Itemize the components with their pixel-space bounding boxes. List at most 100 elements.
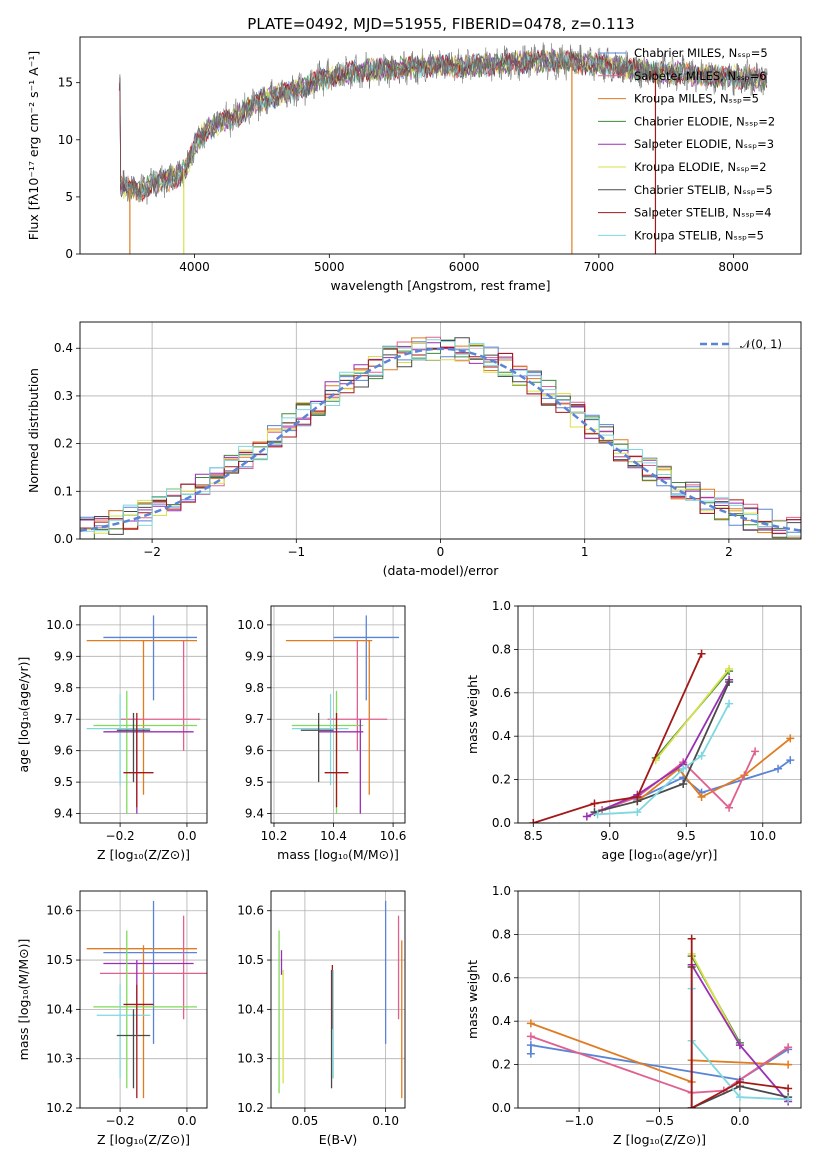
weight-marker [735,1093,744,1102]
x-tick-label: 10.0 [749,829,776,843]
observed-spectrum [118,42,768,205]
weight-marker [582,812,591,821]
mass_vs_ebv-plot-area [278,900,403,1099]
y-tick-label: 0.0 [492,1101,511,1115]
weight-line-salpeter_stelib [690,938,789,1108]
y-tick-label: 15 [58,76,73,90]
normal-curve [80,347,801,532]
legend-entry: Chabrier MILES, Nₛₛₚ=5 [634,46,768,60]
residuals-plot-area [80,336,801,539]
y-tick-label: 0.2 [54,437,73,451]
y-tick-label: 10.0 [237,618,264,632]
weight-line-chabrier_stelib [594,681,730,813]
weight-marker [735,1077,744,1086]
y-axis-label: age [log₁₀(age/yr)] [16,657,31,773]
y-axis-label: Flux [fλ10⁻¹⁷ erg cm⁻² s⁻¹ A⁻¹] [26,51,41,240]
y-tick-label: 10.0 [46,618,73,632]
weight-marker [590,799,599,808]
x-axis-label: age [log₁₀(age/yr)] [602,847,718,862]
weight-marker [687,1104,696,1108]
weight_vs_age-plot-area [529,649,795,823]
y-tick-label: 10.2 [46,1101,73,1115]
weight-marker [786,756,795,765]
weight-marker [751,747,760,756]
weight-marker [526,1049,535,1058]
x-tick-label: 0.0 [177,1114,196,1128]
y-tick-label: 0.6 [492,686,511,700]
weight-line-kroupa_elodie [654,668,730,761]
y-tick-label: 9.5 [54,775,73,789]
y-tick-label: 0.3 [54,389,73,403]
x-tick-label: 9.0 [600,829,619,843]
x-tick-label: 10.2 [261,829,288,843]
weight-line-salpeter_stelib [533,653,703,823]
x-tick-label: 8000 [718,260,749,274]
legend-entry: Chabrier ELODIE, Nₛₛₚ=2 [634,114,775,128]
legend-entry: Kroupa STELIB, Nₛₛₚ=5 [634,228,764,242]
weight-line-kroupa_stelib [597,703,730,816]
x-tick-label: 0 [437,545,445,559]
x-axis-label: Z [log₁₀(Z/Z⊙)] [97,847,190,862]
x-tick-label: −1.0 [565,1114,594,1128]
mass_vs_Z-panel: −0.2 0.0 10.2 10.3 10.4 10.5 10.6 Z [log₁₀(Z/Z⊙… [16,890,208,1147]
y-tick-label: 0.2 [492,773,511,787]
x-axis-label: E(B-V) [319,1132,358,1147]
legend-entry: Salpeter ELODIE, Nₛₛₚ=3 [634,137,774,151]
weight-marker [593,810,602,819]
figure-title: PLATE=0492, MJD=51955, FIBERID=0478, z=0… [247,15,634,33]
x-tick-label: 8.5 [524,829,543,843]
y-tick-label: 0.2 [492,1058,511,1072]
x-tick-label: 7000 [584,260,615,274]
mass_vs_Z-plot-area [86,900,207,1099]
plot-frame [270,605,406,824]
x-tick-label: 0.10 [372,1114,399,1128]
y-tick-label: 9.7 [54,712,73,726]
weight-marker [633,792,642,801]
y-tick-label: 9.8 [54,681,73,695]
x-tick-label: 1 [581,545,589,559]
y-tick-label: 9.9 [54,649,73,663]
weight-marker [725,699,734,708]
x-tick-label: 5000 [314,260,345,274]
age_vs_Z-panel: −0.2 0.0 9.4 9.5 9.6 9.7 9.8 9.9 10.0 Z [log₁₀(Z/… [16,605,208,862]
y-tick-label: 1.0 [492,599,511,613]
weight-marker [725,677,734,686]
y-tick-label: 10.3 [46,1052,73,1066]
weight-marker [784,1084,793,1093]
x-axis-label: mass [log₁₀(M/M⊙)] [277,847,399,862]
y-tick-label: 0.4 [492,1014,511,1028]
spectrum-plot-area [118,42,768,254]
x-tick-label: −1 [287,545,305,559]
x-tick-label: 4000 [179,260,210,274]
y-tick-label: 0.4 [492,729,511,743]
legend-entry: 𝒩(0, 1) [740,337,782,351]
x-tick-label: 10.4 [320,829,347,843]
y-axis-label: mass [log₁₀(M/M⊙)] [16,939,31,1061]
weight-marker [697,751,706,760]
weight-marker [725,803,734,812]
x-tick-label: −2 [143,545,161,559]
y-tick-label: 9.9 [245,649,264,663]
age_vs_Z-plot-area [86,615,201,814]
weight-line-kroupa_elodie [690,953,741,1046]
weight-marker [725,664,734,673]
weight-marker [633,808,642,817]
weight-marker [526,1019,535,1028]
weight-marker [529,819,538,823]
weight-marker [774,764,783,773]
y-tick-label: 9.7 [245,712,264,726]
y-tick-label: 10.6 [46,904,73,918]
weight-marker [526,1041,535,1050]
weight-marker [697,792,706,801]
x-tick-label: 2 [725,545,733,559]
spectrum-legend: Chabrier MILES, Nₛₛₚ=5 Salpeter MILES, Nₛ… [598,46,775,242]
plot-frame [79,605,208,824]
y-tick-label: 10.5 [237,953,264,967]
y-tick-label: 10.4 [46,1002,73,1016]
y-axis-label: mass weight [465,960,480,1039]
weight_vs_age-panel: 8.5 9.0 9.5 10.0 0.0 0.2 0.4 0.6 0.8 1.0 age [log₁… [465,599,802,862]
y-tick-label: 0.8 [492,927,511,941]
legend-entry: Salpeter MILES, Nₛₛₚ=6 [634,69,767,83]
weight-line-chabrier_miles [530,1044,789,1081]
residual-histogram-kroupa_elodie [80,342,801,539]
